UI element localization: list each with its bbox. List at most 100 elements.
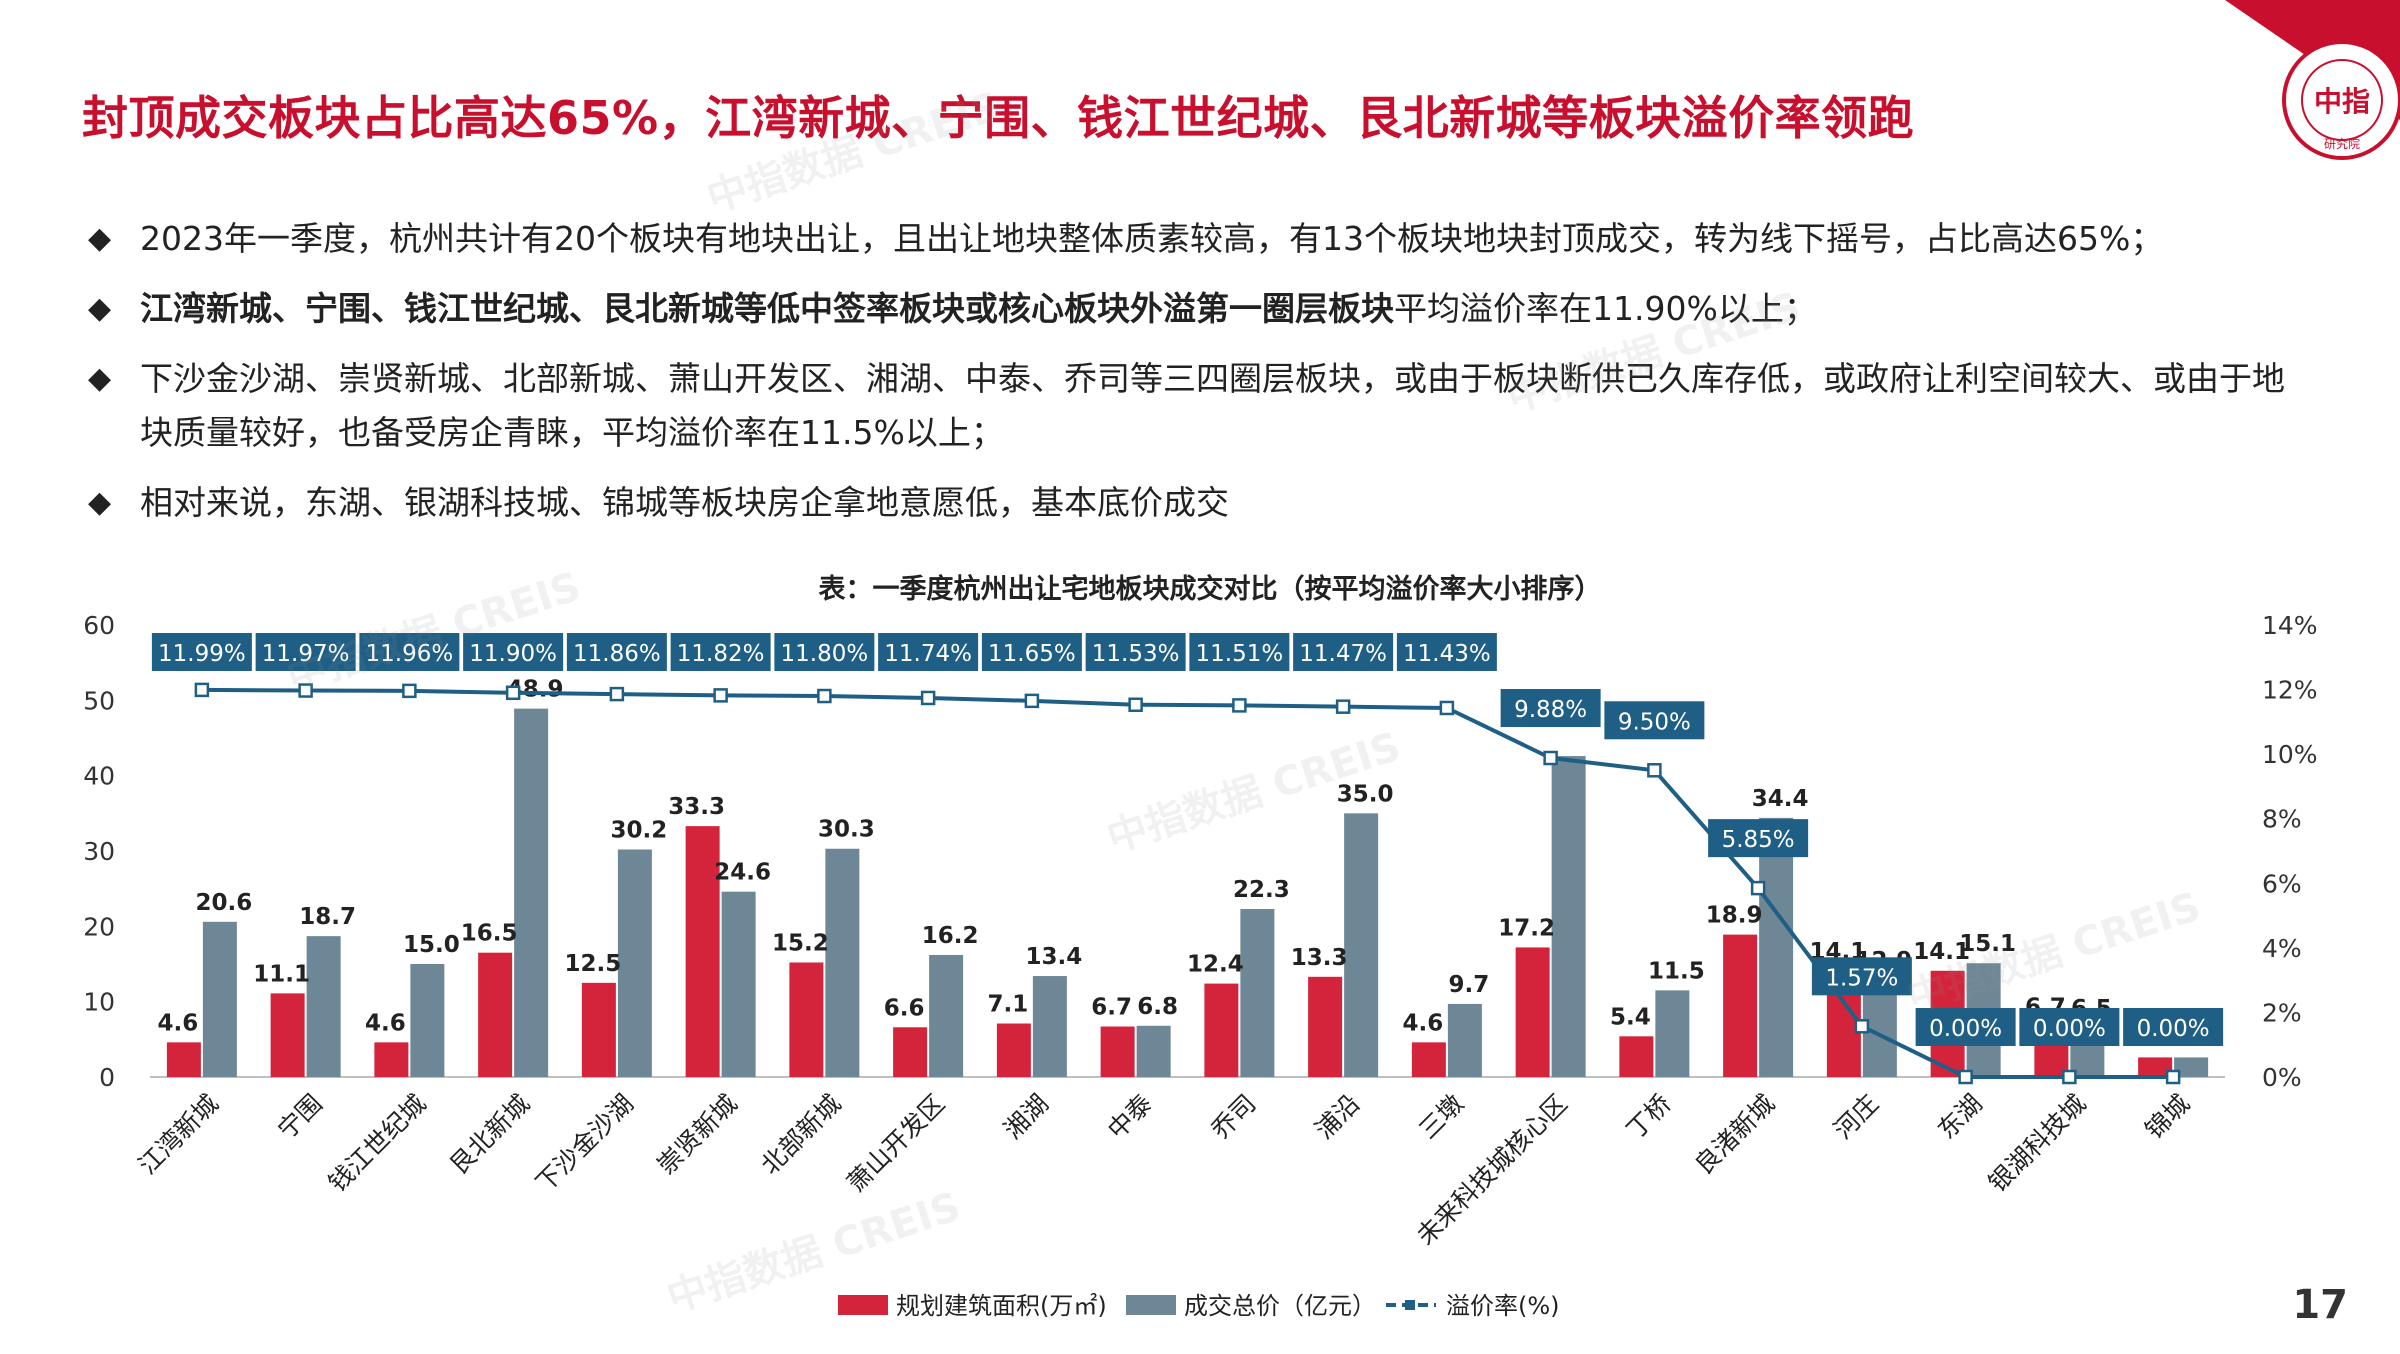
bar-area <box>1204 983 1239 1077</box>
diamond-bullet-icon: ◆ <box>88 291 112 326</box>
bar-price <box>202 921 237 1077</box>
premium-rate-label: 11.47% <box>1299 641 1387 667</box>
premium-rate-label: 0.00% <box>1929 1016 2002 1042</box>
x-axis-category-label: 良渚新城 <box>1689 1089 1780 1180</box>
x-axis-category-label: 崇贤新城 <box>652 1089 743 1180</box>
bar-price <box>929 954 964 1077</box>
bar-area <box>2138 1057 2173 1077</box>
bar-price <box>410 964 445 1077</box>
premium-rate-label: 9.50% <box>1618 709 1691 735</box>
bar-price <box>1032 976 1067 1077</box>
legend-swatch-price <box>1126 1295 1176 1315</box>
bar-area-label: 4.6 <box>1403 1010 1444 1036</box>
bar-price-label: 30.3 <box>818 817 875 843</box>
premium-rate-label: 11.80% <box>781 641 869 667</box>
premium-rate-point <box>1854 1019 1870 1034</box>
y-axis-left-tick-label: 60 <box>83 611 115 640</box>
bar-price-label: 22.3 <box>1233 877 1290 903</box>
bar-price <box>721 891 756 1077</box>
bar-price-label: 15.1 <box>1959 931 2016 957</box>
page-title: 封顶成交板块占比高达65%，江湾新城、宁围、钱江世纪城、艮北新城等板块溢价率领跑 <box>82 91 1915 145</box>
bar-price <box>617 849 652 1077</box>
bar-area-label: 16.5 <box>461 921 518 947</box>
x-axis-category-label: 东湖 <box>1932 1089 1988 1145</box>
bar-area-label: 4.6 <box>365 1010 406 1036</box>
chart-title: 表：一季度杭州出让宅地板块成交对比（按平均溢价率大小排序） <box>819 573 1602 605</box>
legend-swatch-premium-marker <box>1405 1300 1415 1310</box>
bullet-item: ◆ 下沙金沙湖、崇贤新城、北部新城、萧山开发区、湘湖、中泰、乔司等三四圈层板块，… <box>88 352 2308 460</box>
bar-area <box>581 982 616 1077</box>
bullet-item: ◆ 2023年一季度，杭州共计有20个板块有地块出让，且出让地块整体质素较高，有… <box>88 212 2308 266</box>
x-axis-category-label: 锦城 <box>2139 1089 2195 1145</box>
premium-rate-label: 0.00% <box>2137 1016 2210 1042</box>
bar-area-label: 18.9 <box>1706 903 1763 929</box>
premium-rate-point <box>1024 693 1040 709</box>
y-axis-right-tick-label: 14% <box>2262 611 2318 640</box>
premium-rate-point <box>713 688 728 703</box>
bar-price <box>825 848 860 1077</box>
bar-area <box>374 1042 409 1077</box>
premium-rate-label: 11.43% <box>1403 641 1491 667</box>
x-axis-category-label: 银湖科技城 <box>1983 1089 2092 1198</box>
premium-rate-point <box>817 688 832 704</box>
diamond-bullet-icon: ◆ <box>88 221 112 256</box>
y-axis-left-tick-label: 30 <box>83 837 115 866</box>
y-axis-right-tick-label: 0% <box>2262 1063 2302 1092</box>
bar-price-label: 18.7 <box>299 904 356 930</box>
premium-rate-label: 1.57% <box>1825 965 1898 991</box>
bar-area-label: 6.7 <box>1091 995 1132 1021</box>
bullet-item: ◆ 相对来说，东湖、银湖科技城、锦城等板块房企拿地意愿低，基本底价成交 <box>88 476 2308 530</box>
x-axis-category-label: 乔司 <box>1206 1089 1262 1145</box>
combo-chart: 表：一季度杭州出让宅地板块成交对比（按平均溢价率大小排序） 0 10 20 30 40 50… <box>83 573 2318 1320</box>
y-axis-right-tick-label: 6% <box>2262 869 2302 898</box>
bar-area-label: 7.1 <box>988 992 1029 1018</box>
bar-price <box>514 708 549 1077</box>
bullet-text: 2023年一季度，杭州共计有20个板块有地块出让，且出让地块整体质素较高，有13… <box>140 219 2164 258</box>
bar-price-label: 24.6 <box>714 860 771 886</box>
diamond-bullet-icon: ◆ <box>88 361 112 396</box>
bar-price <box>306 936 341 1077</box>
premium-rate-point <box>609 686 625 702</box>
bar-area-label: 4.6 <box>158 1010 199 1036</box>
premium-rate-point <box>1128 697 1143 712</box>
premium-rate-line <box>201 687 2174 1079</box>
x-axis-category-label: 丁桥 <box>1621 1089 1677 1145</box>
premium-rate-point <box>194 682 210 698</box>
bar-price <box>1136 1025 1171 1077</box>
x-axis-category-label: 江湾新城 <box>133 1089 224 1180</box>
bar-price-label: 15.0 <box>403 932 460 958</box>
bullet-text: 相对来说，东湖、银湖科技城、锦城等板块房企拿地意愿低，基本底价成交 <box>140 483 1229 522</box>
diamond-bullet-icon: ◆ <box>88 485 112 520</box>
bar-price-label: 20.6 <box>196 890 253 916</box>
premium-rate-label-box <box>566 633 667 671</box>
bar-price-label: 16.2 <box>922 923 979 949</box>
x-axis-category-label: 北部新城 <box>755 1089 846 1180</box>
bar-area <box>1723 934 1758 1077</box>
premium-rate-point <box>2062 1069 2077 1085</box>
bar-area-label: 17.2 <box>1498 915 1555 941</box>
bar-area <box>996 1023 1031 1077</box>
premium-rate-label-box <box>2019 1008 2120 1046</box>
chart-area: 表：一季度杭州出让宅地板块成交对比（按平均溢价率大小排序） 0 10 20 30 40 50… <box>0 560 2400 1350</box>
premium-rate-label-box <box>151 633 252 671</box>
premium-rate-label: 11.53% <box>1092 641 1180 667</box>
premium-rate-label: 11.97% <box>262 641 350 667</box>
bar-area-label: 5.4 <box>1610 1004 1651 1030</box>
bar-area <box>478 952 513 1077</box>
logo-inner-ring <box>2301 59 2383 141</box>
bullet-text: 下沙金沙湖、崇贤新城、北部新城、萧山开发区、湘湖、中泰、乔司等三四圈层板块，或由… <box>140 359 2285 452</box>
bar-area <box>1100 1026 1135 1077</box>
y-axis-left-tick-label: 40 <box>83 762 115 791</box>
y-axis-right-tick-label: 8% <box>2262 805 2302 834</box>
premium-rate-label-box <box>1604 701 1705 740</box>
y-axis-left-tick-label: 0 <box>99 1063 115 1092</box>
y-axis-right-tick-label: 4% <box>2262 934 2302 963</box>
premium-rate-point <box>2165 1069 2181 1085</box>
bar-area <box>1619 1036 1654 1077</box>
premium-rate-point <box>1647 763 1662 778</box>
x-axis-category-label: 下沙金沙湖 <box>530 1089 639 1198</box>
bar-area <box>1411 1042 1446 1077</box>
bar-area-label: 12.5 <box>565 951 622 977</box>
premium-rate-label-box <box>1811 957 1912 996</box>
y-axis-right-tick-label: 12% <box>2262 676 2318 705</box>
